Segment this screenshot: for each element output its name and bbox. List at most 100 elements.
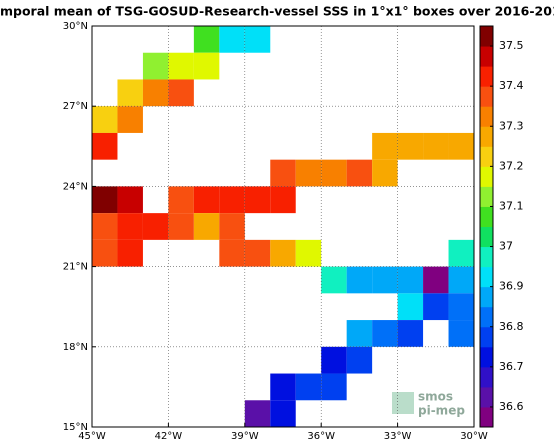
colorbar-swatch [480,126,493,147]
cell [193,52,220,80]
y-tick-label: 21°N [63,262,88,273]
cell [397,132,424,160]
cell [142,79,169,107]
cell [92,186,118,214]
chart-title: Temporal mean of TSG-GOSUD-Research-vess… [0,4,554,19]
cell [448,293,474,321]
x-tick-label: 33°W [384,431,412,441]
y-tick-label: 15°N [63,422,88,433]
cell [372,320,398,347]
cell [92,106,118,133]
cell [346,266,373,294]
cell [219,186,245,214]
cell [295,373,322,401]
colorbar-swatch [480,366,493,388]
cell [193,186,220,214]
cell [270,373,296,401]
cell [244,239,271,267]
cell [92,132,118,160]
colorbar-swatch [480,286,493,308]
x-tick-label: 45°W [78,431,106,441]
cell [142,213,169,240]
cell [448,132,474,160]
cell [397,266,424,294]
colorbar-swatch [480,26,493,47]
cell [117,106,143,133]
colorbar-swatch [480,186,493,207]
cell [372,159,398,187]
logo-text: smos [418,390,453,404]
cell [219,26,245,53]
cell [117,239,143,267]
cell [321,266,347,294]
cell [168,186,194,214]
colorbar-swatch [480,406,493,428]
cell [117,79,143,107]
cell [448,239,474,267]
cell [117,213,143,240]
colorbar-swatch [480,266,493,288]
x-tick-label: 39°W [231,431,259,441]
colorbar-tick-label: 36.8 [499,320,524,333]
cell [244,400,271,427]
y-tick-label: 30°N [63,21,88,32]
colorbar-tick-label: 36.6 [499,400,524,413]
cell [244,186,271,214]
cell [92,239,118,267]
cell [168,52,194,80]
cell [142,52,169,80]
logo: smos pi-mep [392,390,465,418]
logo-icon [392,392,414,414]
cell [372,266,398,294]
cell [92,213,118,240]
cell [270,159,296,187]
cell [321,159,347,187]
colorbar-swatch [480,246,493,268]
x-tick-label: 30°W [460,431,488,441]
cell [423,266,449,294]
plot-frame [91,25,475,428]
cell [193,26,220,53]
cell [168,79,194,107]
colorbar-tick-label: 36.9 [499,280,524,293]
colorbar-swatch [480,66,493,87]
cell [219,239,245,267]
cell [397,320,424,347]
colorbar-frame [479,25,494,428]
cell [448,266,474,294]
colorbar-swatch [480,306,493,328]
colorbar-tick-label: 37.1 [499,199,524,212]
colorbar-swatch [480,206,493,227]
cell [346,159,373,187]
cell [270,400,296,427]
cell [423,132,449,160]
colorbar-swatch [480,346,493,368]
colorbar-swatch [480,86,493,107]
cell [219,213,245,240]
cell [372,132,398,160]
y-tick-label: 18°N [63,342,88,353]
colorbar-swatch [480,146,493,167]
cell [346,346,373,374]
cell [346,320,373,347]
cell [295,239,322,267]
colorbar-tick-label: 37.5 [499,39,524,52]
colorbar-swatch [480,46,493,67]
y-tick-label: 24°N [63,181,88,192]
x-tick-label: 42°W [155,431,183,441]
colorbar-tick-label: 37.2 [499,159,524,172]
colorbar-swatch [480,326,493,348]
cell [397,293,424,321]
colorbar-tick-label: 37 [499,240,513,253]
cell [270,239,296,267]
colorbar-tick-label: 36.7 [499,360,524,373]
colorbar-swatch [480,166,493,187]
cell [244,26,271,53]
colorbar-swatch [480,106,493,127]
cell [448,320,474,347]
y-tick-label: 27°N [63,101,88,112]
cell [423,293,449,321]
cell [295,159,322,187]
x-tick-label: 36°W [307,431,335,441]
cell [193,213,220,240]
